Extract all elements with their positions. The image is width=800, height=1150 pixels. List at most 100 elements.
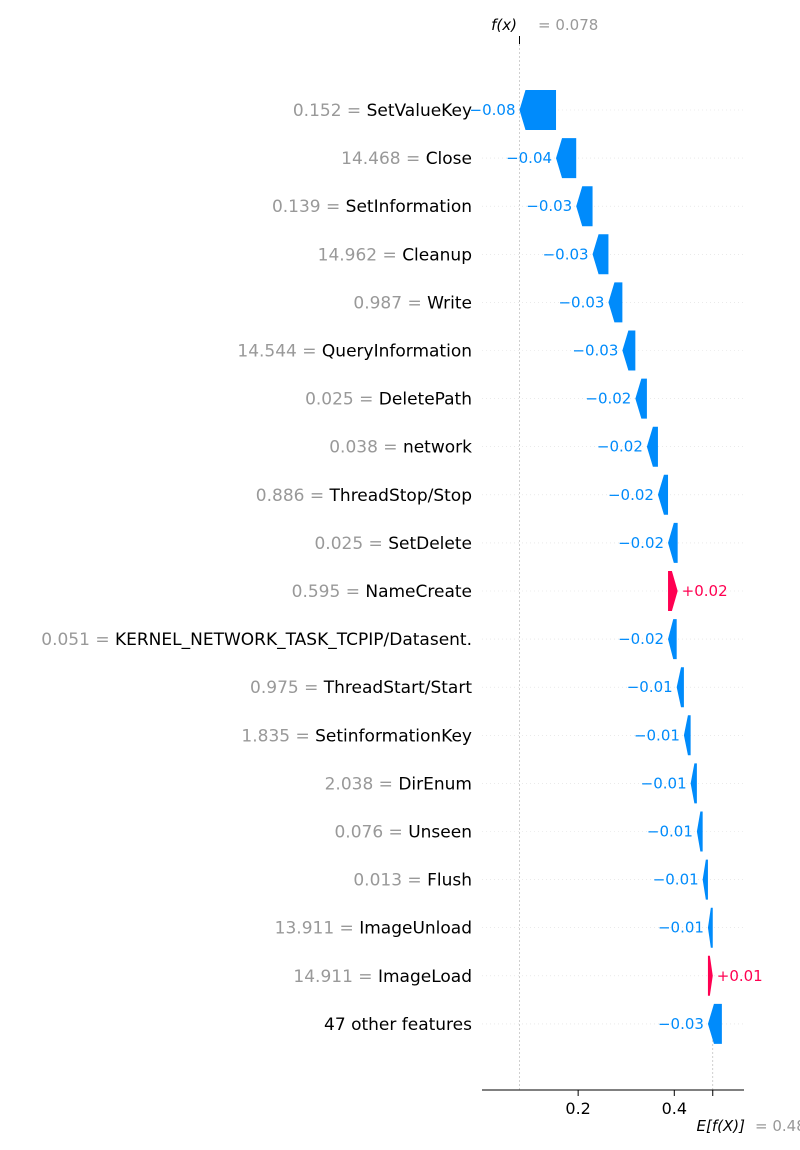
- feature-label: 0.076 = Unseen: [334, 823, 472, 843]
- feature-name: Cleanup: [402, 245, 472, 265]
- contribution-label: −0.01: [653, 871, 699, 889]
- contribution-label: +0.02: [682, 582, 728, 600]
- fx-value: 0.078: [555, 16, 598, 34]
- feature-value: 0.975 =: [250, 678, 324, 698]
- feature-value: 0.025 =: [314, 534, 388, 554]
- feature-label: 47 other features: [324, 1015, 472, 1035]
- feature-value: 14.962 =: [318, 245, 403, 265]
- feature-value: 13.911 =: [275, 919, 360, 939]
- bar-5: [608, 282, 623, 323]
- bar-2: [556, 138, 577, 179]
- feature-name: SetDelete: [388, 534, 472, 554]
- contribution-label: −0.01: [627, 678, 673, 696]
- contribution-label: +0.01: [717, 967, 763, 985]
- feature-name: ImageLoad: [378, 967, 472, 987]
- feature-label: 2.038 = DirEnum: [325, 774, 472, 794]
- fx-value-text: = 0.078: [538, 16, 598, 34]
- fx-annotation: f(x) = 0.078: [491, 16, 598, 34]
- contribution-label: −0.03: [572, 342, 618, 360]
- feature-label: 0.152 = SetValueKey: [293, 101, 472, 121]
- feature-name: SetinformationKey: [315, 726, 472, 746]
- feature-value: 2.038 =: [325, 774, 399, 794]
- bar-9: [657, 474, 669, 515]
- feature-label: 14.544 = QueryInformation: [237, 342, 472, 362]
- feature-label: 13.911 = ImageUnload: [275, 919, 472, 939]
- contribution-label: −0.02: [597, 438, 643, 456]
- feature-value: 14.911 =: [293, 967, 378, 987]
- fx-label: f(x): [491, 16, 517, 34]
- feature-label: 0.025 = SetDelete: [314, 534, 472, 554]
- feature-label: 14.911 = ImageLoad: [293, 967, 472, 987]
- feature-label: 0.051 = KERNEL_NETWORK_TASK_TCPIP/Datase…: [41, 630, 472, 650]
- feature-label: 1.835 = SetinformationKey: [241, 726, 472, 746]
- feature-label: 0.595 = NameCreate: [292, 582, 472, 602]
- feature-name: ThreadStart/Start: [323, 678, 473, 698]
- bar-10: [668, 522, 678, 563]
- contribution-label: −0.04: [506, 149, 552, 167]
- ex-value-text: = 0.48: [755, 1117, 800, 1135]
- bar-18: [707, 907, 713, 948]
- feature-name: QueryInformation: [322, 342, 472, 362]
- bar-20: [707, 1003, 722, 1044]
- bar-13: [676, 667, 684, 708]
- reference-lines: [518, 36, 714, 1090]
- bar-3: [576, 186, 593, 227]
- feature-value: 1.835 =: [241, 726, 315, 746]
- feature-value: 0.013 =: [353, 871, 427, 891]
- feature-value: 0.025 =: [305, 390, 379, 410]
- feature-value: 0.886 =: [256, 486, 330, 506]
- feature-name: DirEnum: [398, 774, 472, 794]
- x-tick-label: 0.4: [662, 1099, 687, 1118]
- feature-value: 0.038 =: [329, 438, 403, 458]
- contribution-label: −0.01: [641, 774, 687, 792]
- feature-label: 14.962 = Cleanup: [318, 245, 472, 265]
- contribution-label: −0.03: [558, 293, 604, 311]
- feature-name: Close: [426, 149, 472, 169]
- feature-value: 0.987 =: [353, 293, 427, 313]
- x-axis: 0.2 0.4: [482, 1089, 744, 1118]
- feature-label: 14.468 = Close: [341, 149, 472, 169]
- feature-label: 0.987 = Write: [353, 293, 472, 313]
- ex-annotation: E[f(X)] = 0.48: [697, 1117, 800, 1135]
- contribution-label: −0.03: [526, 197, 572, 215]
- feature-label: 0.886 = ThreadStop/Stop: [256, 486, 472, 506]
- feature-value: 0.595 =: [292, 582, 366, 602]
- contribution-label: −0.01: [634, 726, 680, 744]
- bar-4: [592, 234, 609, 275]
- feature-value: 14.544 =: [237, 342, 322, 362]
- ex-value: 0.48: [772, 1117, 800, 1135]
- feature-label: 0.013 = Flush: [353, 871, 472, 891]
- bar-1: [519, 90, 557, 130]
- feature-value: 0.139 =: [272, 197, 346, 217]
- contribution-label: −0.02: [618, 534, 664, 552]
- contribution-label: −0.02: [618, 630, 664, 648]
- feature-name: SetInformation: [346, 197, 472, 217]
- feature-name: network: [403, 438, 472, 458]
- contribution-label: −0.01: [647, 823, 693, 841]
- bar-6: [622, 330, 636, 371]
- bar-17: [702, 859, 708, 900]
- contribution-label: −0.02: [585, 390, 631, 408]
- contribution-label: −0.03: [543, 245, 589, 263]
- bar-7: [635, 378, 647, 419]
- contribution-label: −0.03: [658, 1015, 704, 1033]
- feature-label: 0.139 = SetInformation: [272, 197, 472, 217]
- feature-label: 0.025 = DeletePath: [305, 390, 472, 410]
- feature-name: KERNEL_NETWORK_TASK_TCPIP/Datasent.: [115, 630, 472, 650]
- feature-name: NameCreate: [365, 582, 472, 602]
- bar-14: [683, 715, 691, 756]
- bar-19: [707, 955, 713, 996]
- feature-name: 47 other features: [324, 1015, 472, 1035]
- x-tick-label: 0.2: [565, 1099, 590, 1118]
- bar-8: [646, 426, 658, 467]
- contribution-label: −0.02: [608, 486, 654, 504]
- contribution-label: −0.01: [658, 919, 704, 937]
- feature-label: 0.038 = network: [329, 438, 472, 458]
- ex-label: E[f(X)]: [697, 1117, 746, 1135]
- feature-value: 0.152 =: [293, 101, 367, 121]
- feature-name: Flush: [427, 871, 472, 891]
- bar-16: [696, 811, 703, 852]
- contribution-bars: [519, 90, 722, 1044]
